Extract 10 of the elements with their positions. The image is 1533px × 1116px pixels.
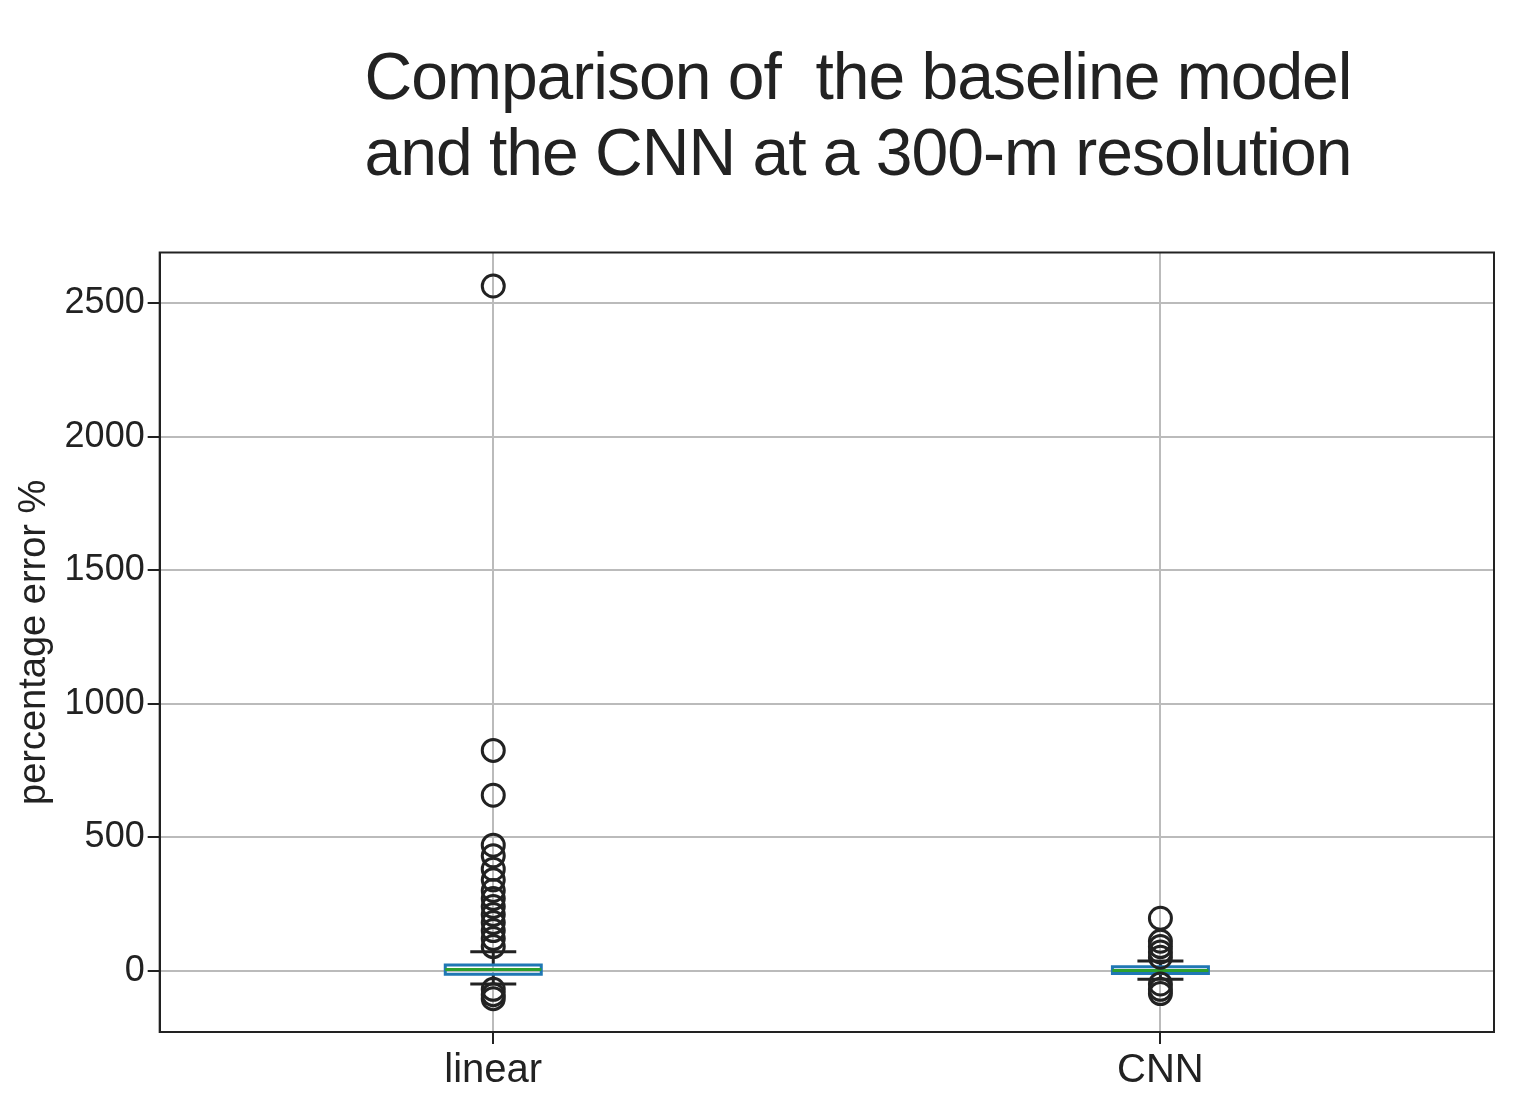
x-tick-label: CNN (1117, 1046, 1204, 1091)
y-tick-label: 0 (124, 947, 145, 989)
chart-title: Comparison of the baseline model and the CNN at a 300-m resolution (363, 38, 1353, 191)
y-tick-label: 2000 (64, 413, 145, 455)
x-tick-label: linear (444, 1046, 543, 1091)
y-tick-label: 1000 (64, 680, 145, 722)
y-axis-title: percentage error % (11, 479, 54, 805)
y-tick-label: 500 (84, 814, 145, 856)
y-tick-label: 2500 (64, 280, 145, 322)
y-tick-label: 1500 (64, 547, 145, 589)
